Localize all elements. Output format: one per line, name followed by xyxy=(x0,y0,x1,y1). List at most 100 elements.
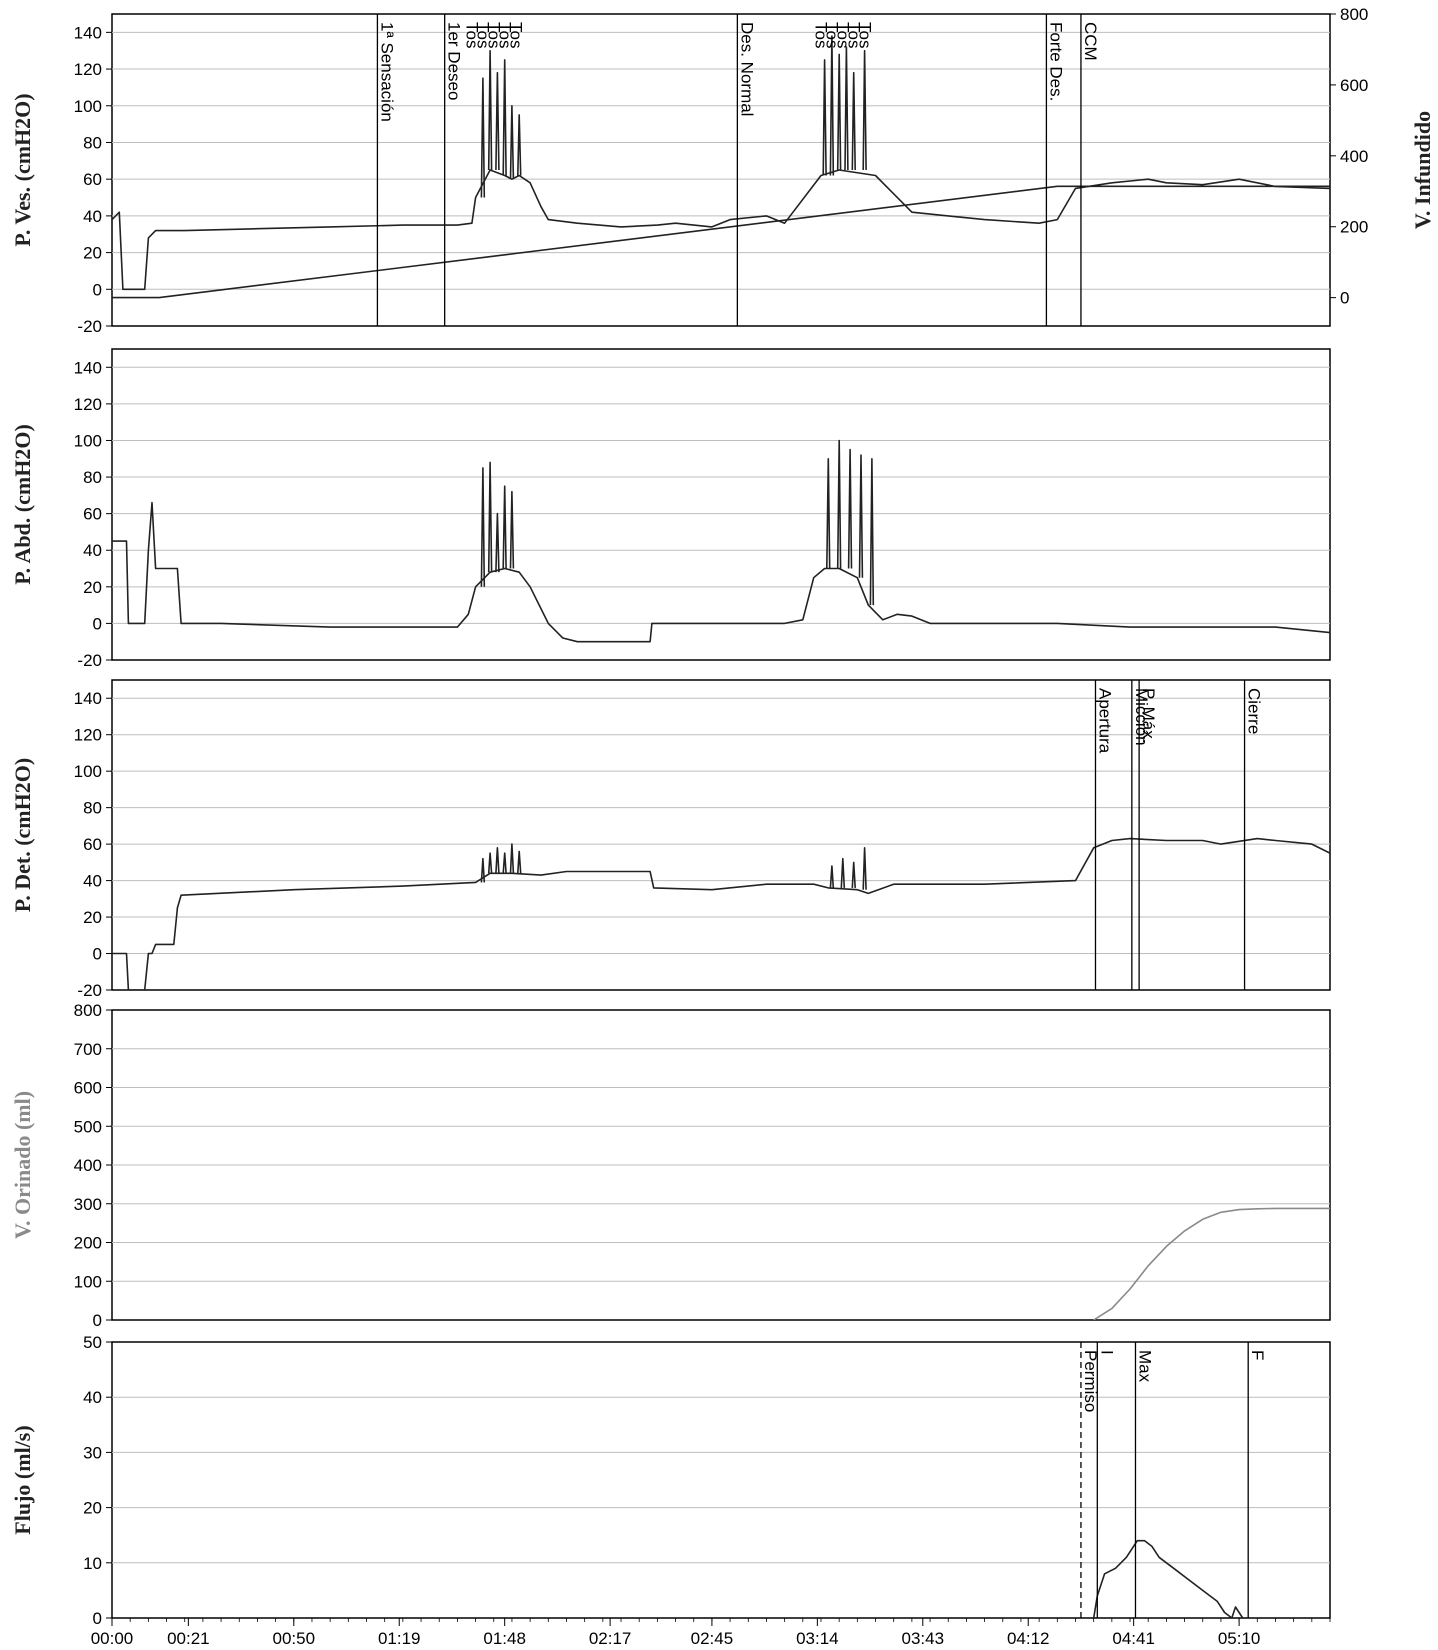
pves-tos-label: Tos xyxy=(506,22,525,48)
pves-spike xyxy=(517,114,522,176)
pdet-spike xyxy=(829,865,835,888)
panel-vorin: 800 700 600 500 400 300 200 100 0 V. Orinado (ml) xyxy=(10,1001,1331,1330)
pabd-ytick-label: 120 xyxy=(74,395,102,414)
vorin-ytick-label: 500 xyxy=(74,1117,102,1136)
x-tick-label: 04:12 xyxy=(1007,1629,1050,1645)
pabd-spike xyxy=(502,485,507,569)
pdet-ylabel: P. Det. (cmH2O) xyxy=(10,758,35,912)
panel-pdet: 140 120 100 80 60 40 20 0 -20 P. Det. (cmH2O) Aper… xyxy=(10,679,1331,1000)
pabd-ytick-label: -20 xyxy=(77,651,102,670)
pdet-plot-frame xyxy=(111,679,1331,991)
vorin-ytick-label: 700 xyxy=(74,1040,102,1059)
flujo-event-label: I xyxy=(1097,1350,1116,1355)
x-tick-label: 03:43 xyxy=(902,1629,945,1645)
flujo-ytick-label: 40 xyxy=(83,1388,102,1407)
pabd-ytick-label: 20 xyxy=(83,578,102,597)
pves-ytick-label: 80 xyxy=(83,133,102,152)
pdet-ytick-label: 80 xyxy=(83,799,102,818)
x-tick-label: 02:17 xyxy=(589,1629,632,1645)
flujo-ytick-label: 30 xyxy=(83,1443,102,1462)
pdet-ytick-label: 0 xyxy=(93,945,102,964)
pdet-series-group xyxy=(112,837,1330,990)
x-tick-label: 05:10 xyxy=(1218,1629,1261,1645)
flujo-ytick-label: 10 xyxy=(83,1554,102,1573)
flujo-plot-frame xyxy=(111,1341,1331,1619)
pdet-series-line xyxy=(112,837,1330,990)
pves-event-label: Des. Normal xyxy=(737,22,756,116)
pves-spike xyxy=(844,46,849,171)
pves-series-group xyxy=(112,35,1330,299)
pves-tos-label: Tos xyxy=(495,22,514,48)
pves-event-label: CCM xyxy=(1081,22,1100,61)
pves-spike xyxy=(829,35,835,176)
vorin-series-line xyxy=(1093,1207,1330,1320)
pabd-spike xyxy=(826,458,831,569)
vorin-ytick-label: 200 xyxy=(74,1234,102,1253)
pves-spike xyxy=(487,49,493,171)
x-tick-label: 00:50 xyxy=(273,1629,316,1645)
vorin-ytick-label: 800 xyxy=(74,1001,102,1020)
pabd-spike xyxy=(509,490,515,569)
pves-tos-label: Tos xyxy=(834,22,853,48)
pves-tos-label: Tos xyxy=(484,22,503,48)
pves-ytick-label: 100 xyxy=(74,97,102,116)
pves-plot-frame xyxy=(111,13,1331,327)
pves-ytick2-label: 0 xyxy=(1340,289,1349,308)
pves-spike xyxy=(836,53,842,171)
pves-tos-label: Tos xyxy=(463,22,482,48)
x-tick-label: 00:21 xyxy=(167,1629,210,1645)
pves-ytick-label: 120 xyxy=(74,60,102,79)
pves-ytick2-label: 800 xyxy=(1340,5,1368,24)
flujo-series-line xyxy=(1092,1539,1244,1618)
flujo-event-label: Max xyxy=(1135,1350,1154,1383)
pabd-ytick-label: 80 xyxy=(83,468,102,487)
pves-spike xyxy=(822,59,827,176)
pves-spike xyxy=(480,77,486,198)
pves-ytick2-label: 400 xyxy=(1340,147,1368,166)
pves-ytick-label: 140 xyxy=(74,23,102,42)
vorin-ylabel: V. Orinado (ml) xyxy=(10,1091,35,1239)
pabd-series-group xyxy=(112,439,1330,643)
pdet-spike xyxy=(495,847,500,874)
pves-spike xyxy=(509,105,515,180)
pdet-ytick-label: 60 xyxy=(83,835,102,854)
pves-tos-label: Tos xyxy=(855,22,874,48)
pdet-event-label: Micción xyxy=(1132,688,1151,746)
pabd-spike xyxy=(836,439,842,569)
pdet-spike xyxy=(480,857,486,883)
pdet-ytick-label: 140 xyxy=(74,689,102,708)
pves-spike xyxy=(851,71,856,171)
pdet-event-label: Cierre xyxy=(1245,688,1264,734)
x-tick-label: 03:14 xyxy=(796,1629,839,1645)
pdet-event-label: P. Máx. xyxy=(1139,688,1158,743)
x-tick-label: 04:41 xyxy=(1112,1629,1155,1645)
vorin-series-group xyxy=(1093,1207,1330,1320)
pves-tos-label: Tos xyxy=(823,22,842,48)
vorin-ytick-label: 400 xyxy=(74,1156,102,1175)
flujo-series-group xyxy=(1092,1539,1244,1618)
pves-tos-label: Tos xyxy=(844,22,863,48)
pdet-spike xyxy=(487,852,493,874)
pves-tos-label: Tos xyxy=(812,22,831,48)
pves-tos-label: Tos xyxy=(474,22,493,48)
x-tick-label: 01:48 xyxy=(483,1629,526,1645)
pdet-event-label: Apertura xyxy=(1095,688,1114,754)
pabd-ytick-label: 0 xyxy=(93,614,102,633)
flujo-ytick-label: 50 xyxy=(83,1333,102,1352)
pabd-ytick-label: 40 xyxy=(83,541,102,560)
x-tick-label: 02:45 xyxy=(691,1629,734,1645)
pves-ytick2-label: 600 xyxy=(1340,76,1368,95)
x-tick-label: 00:00 xyxy=(91,1629,134,1645)
pabd-series-line xyxy=(112,501,1330,643)
flujo-ytick-label: 20 xyxy=(83,1499,102,1518)
pabd-ytick-label: 100 xyxy=(74,431,102,450)
pdet-ytick-label: 40 xyxy=(83,872,102,891)
pdet-spike xyxy=(840,857,846,888)
flujo-ytick-label: 0 xyxy=(93,1609,102,1628)
pabd-spike xyxy=(858,454,864,578)
vorin-ytick-label: 0 xyxy=(93,1311,102,1330)
